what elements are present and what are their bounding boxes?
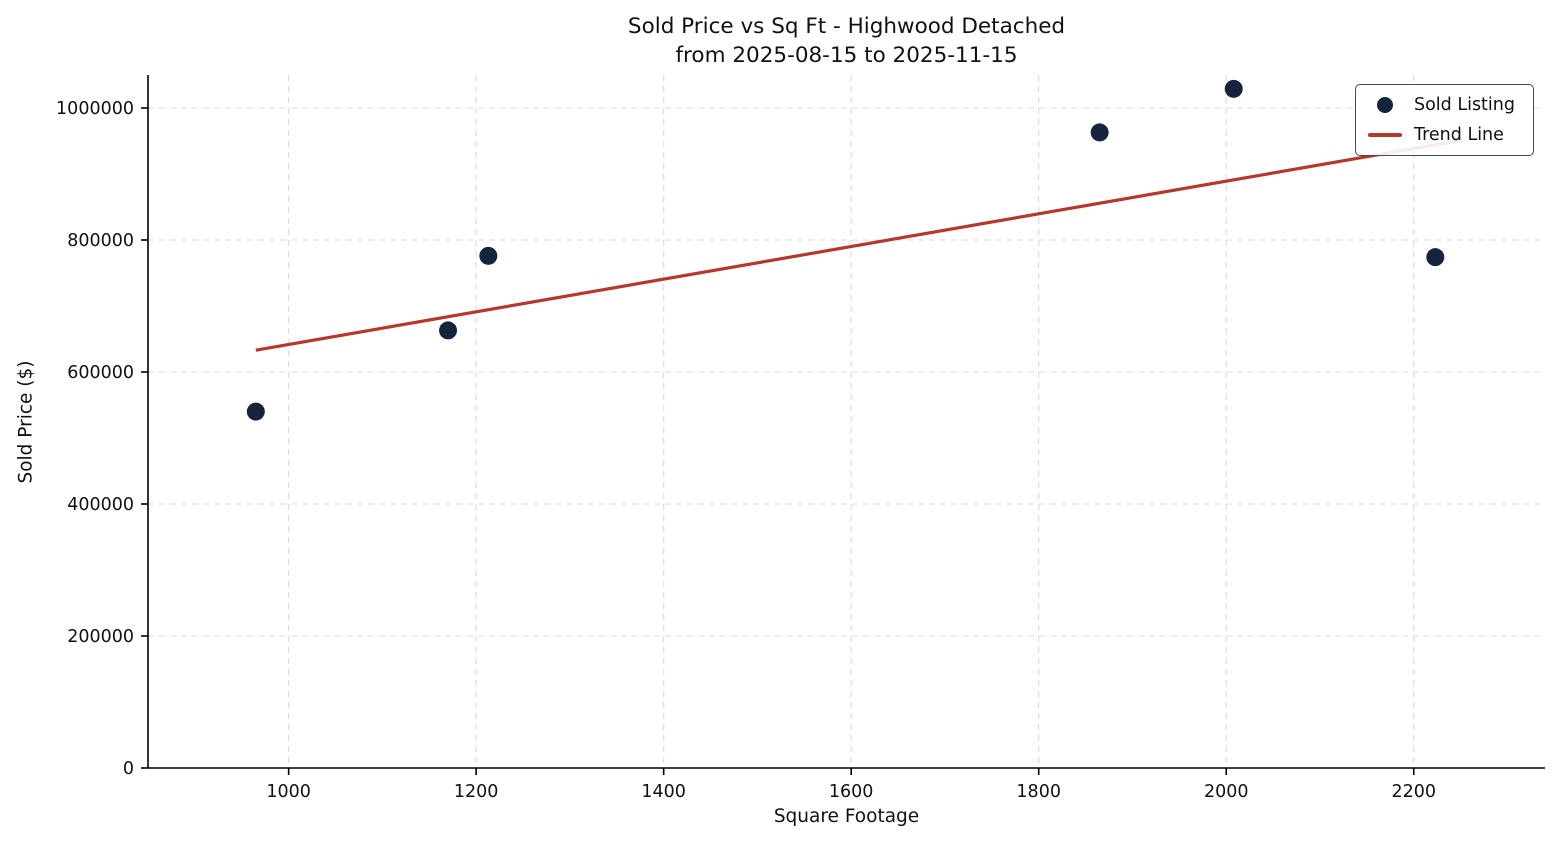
y-tick-label: 1000000 bbox=[56, 99, 134, 119]
y-tick-label: 800000 bbox=[67, 231, 134, 251]
legend-item-sold-listing: Sold Listing bbox=[1368, 95, 1515, 115]
legend-label-sold-listing: Sold Listing bbox=[1413, 95, 1515, 115]
data-point bbox=[479, 246, 498, 265]
chart-title-line2: from 2025-08-15 to 2025-11-15 bbox=[675, 43, 1018, 69]
legend-label-trend-line: Trend Line bbox=[1413, 125, 1504, 145]
scatter-marker-icon bbox=[1368, 97, 1402, 113]
trend-line bbox=[255, 138, 1461, 352]
data-point bbox=[439, 321, 458, 340]
y-tick-label: 400000 bbox=[67, 495, 134, 515]
x-tick-label: 1800 bbox=[1016, 782, 1061, 802]
x-axis-label: Square Footage bbox=[773, 806, 920, 827]
data-point bbox=[1090, 123, 1109, 142]
x-tick-label: 1600 bbox=[829, 782, 874, 802]
y-tick-label: 200000 bbox=[67, 627, 134, 647]
chart-title: Sold Price vs Sq Ft - Highwood Detached … bbox=[148, 12, 1545, 70]
y-tick-label: 600000 bbox=[67, 363, 134, 383]
x-tick-label: 2200 bbox=[1391, 782, 1436, 802]
trend-line-icon bbox=[1367, 133, 1402, 137]
x-tick-label: 1000 bbox=[266, 782, 311, 802]
data-point bbox=[1426, 248, 1445, 267]
x-tick-label: 2000 bbox=[1204, 782, 1249, 802]
legend-item-trend-line: Trend Line bbox=[1367, 125, 1515, 145]
data-point bbox=[246, 402, 265, 421]
x-tick-label: 1400 bbox=[641, 782, 686, 802]
chart-title-line1: Sold Price vs Sq Ft - Highwood Detached bbox=[627, 14, 1066, 39]
y-axis-label: Sold Price ($) bbox=[15, 360, 37, 484]
x-tick-label: 1200 bbox=[454, 782, 499, 802]
data-point bbox=[1224, 79, 1243, 98]
y-tick-label: 0 bbox=[123, 759, 134, 779]
legend: Sold Listing Trend Line bbox=[1354, 84, 1534, 156]
